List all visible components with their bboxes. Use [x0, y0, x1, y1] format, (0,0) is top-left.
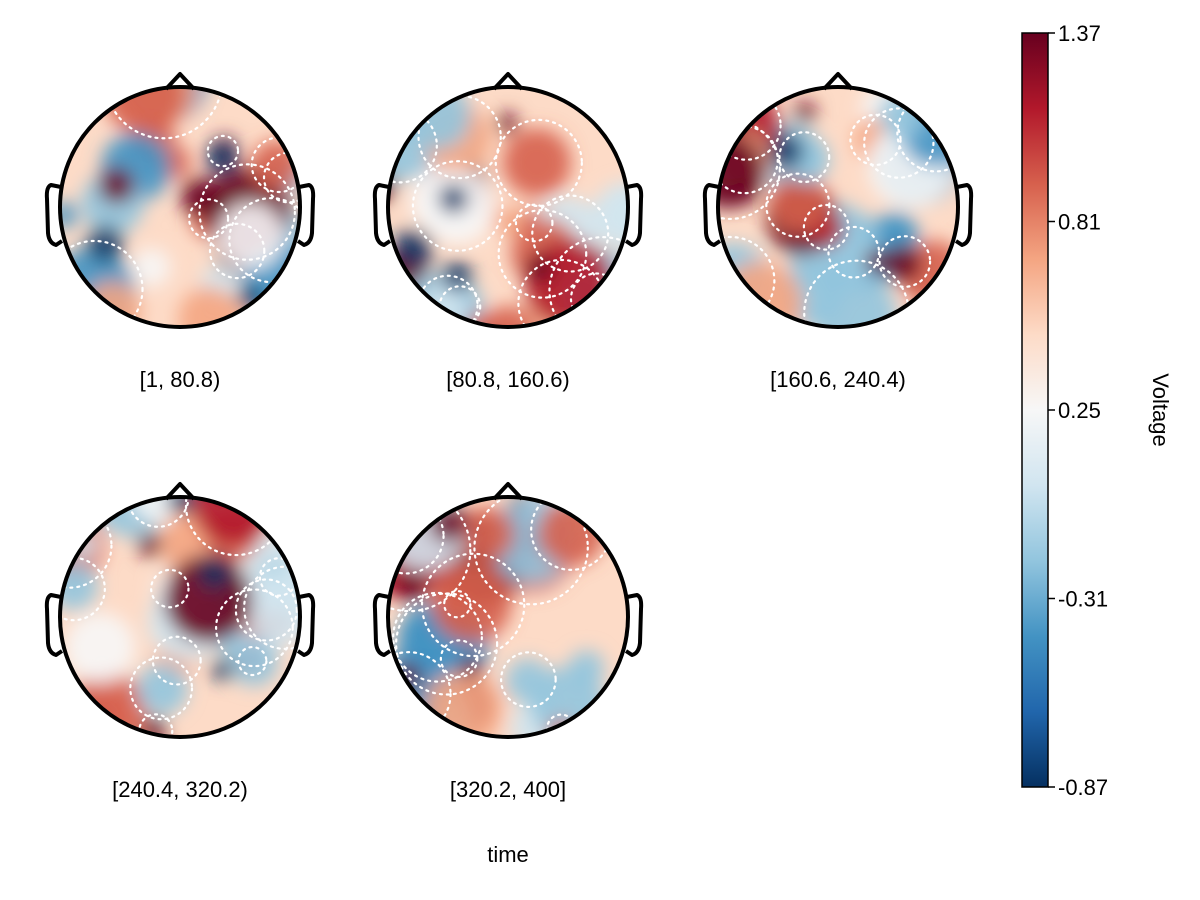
- topoplot-panel: [80.8, 160.6): [372, 72, 644, 392]
- topoplot-panel: [160.6, 240.4): [702, 72, 974, 392]
- panel-label: [160.6, 240.4): [770, 367, 906, 392]
- topoplot-panel: [1, 80.8): [44, 72, 316, 392]
- left-ear-marker: [44, 183, 64, 247]
- right-ear-marker: [624, 593, 644, 657]
- left-ear-marker: [44, 593, 64, 657]
- right-ear-marker: [624, 183, 644, 247]
- nose-marker: [492, 482, 524, 501]
- right-ear-marker: [296, 593, 316, 657]
- topoplot-panels: [1, 80.8) [80.8, 160.6) [160.6, 240.4) [240…: [44, 72, 974, 802]
- topoplot-panel: [320.2, 400]: [372, 482, 644, 802]
- head-outline: [386, 495, 630, 739]
- colorbar-tick-label: -0.87: [1058, 775, 1108, 800]
- head-outline: [386, 85, 630, 329]
- topoplot-field: [388, 497, 628, 737]
- colorbar-tick-label: 0.81: [1058, 210, 1101, 235]
- left-ear-marker: [372, 593, 392, 657]
- colorbar-tick-label: -0.31: [1058, 587, 1108, 612]
- panel-label: [240.4, 320.2): [112, 777, 248, 802]
- colorbar-tick-label: 0.25: [1058, 398, 1101, 423]
- panel-label: [320.2, 400]: [450, 777, 566, 802]
- nose-marker: [164, 482, 196, 501]
- left-ear-marker: [372, 183, 392, 247]
- panel-label: [1, 80.8): [140, 367, 221, 392]
- colorbar-label: Voltage: [1148, 373, 1173, 446]
- right-ear-marker: [954, 183, 974, 247]
- nose-marker: [822, 72, 854, 91]
- head-outline: [716, 85, 960, 329]
- left-ear-marker: [702, 183, 722, 247]
- topoplot-field: [60, 497, 300, 737]
- topoplot-field: [388, 87, 628, 327]
- nose-marker: [492, 72, 524, 91]
- nose-marker: [164, 72, 196, 91]
- colorbar: 1.37 0.81 0.25 -0.31 -0.87 Voltage: [1021, 21, 1173, 800]
- x-axis-label: time: [487, 842, 529, 867]
- colorbar-tick-label: 1.37: [1058, 21, 1101, 46]
- head-outline: [58, 495, 302, 739]
- topoplot-field: [60, 87, 300, 327]
- panel-label: [80.8, 160.6): [446, 367, 570, 392]
- colorbar-gradient: [1021, 32, 1049, 788]
- right-ear-marker: [296, 183, 316, 247]
- head-outline: [58, 85, 302, 329]
- topoplot-panel: [240.4, 320.2): [44, 482, 316, 802]
